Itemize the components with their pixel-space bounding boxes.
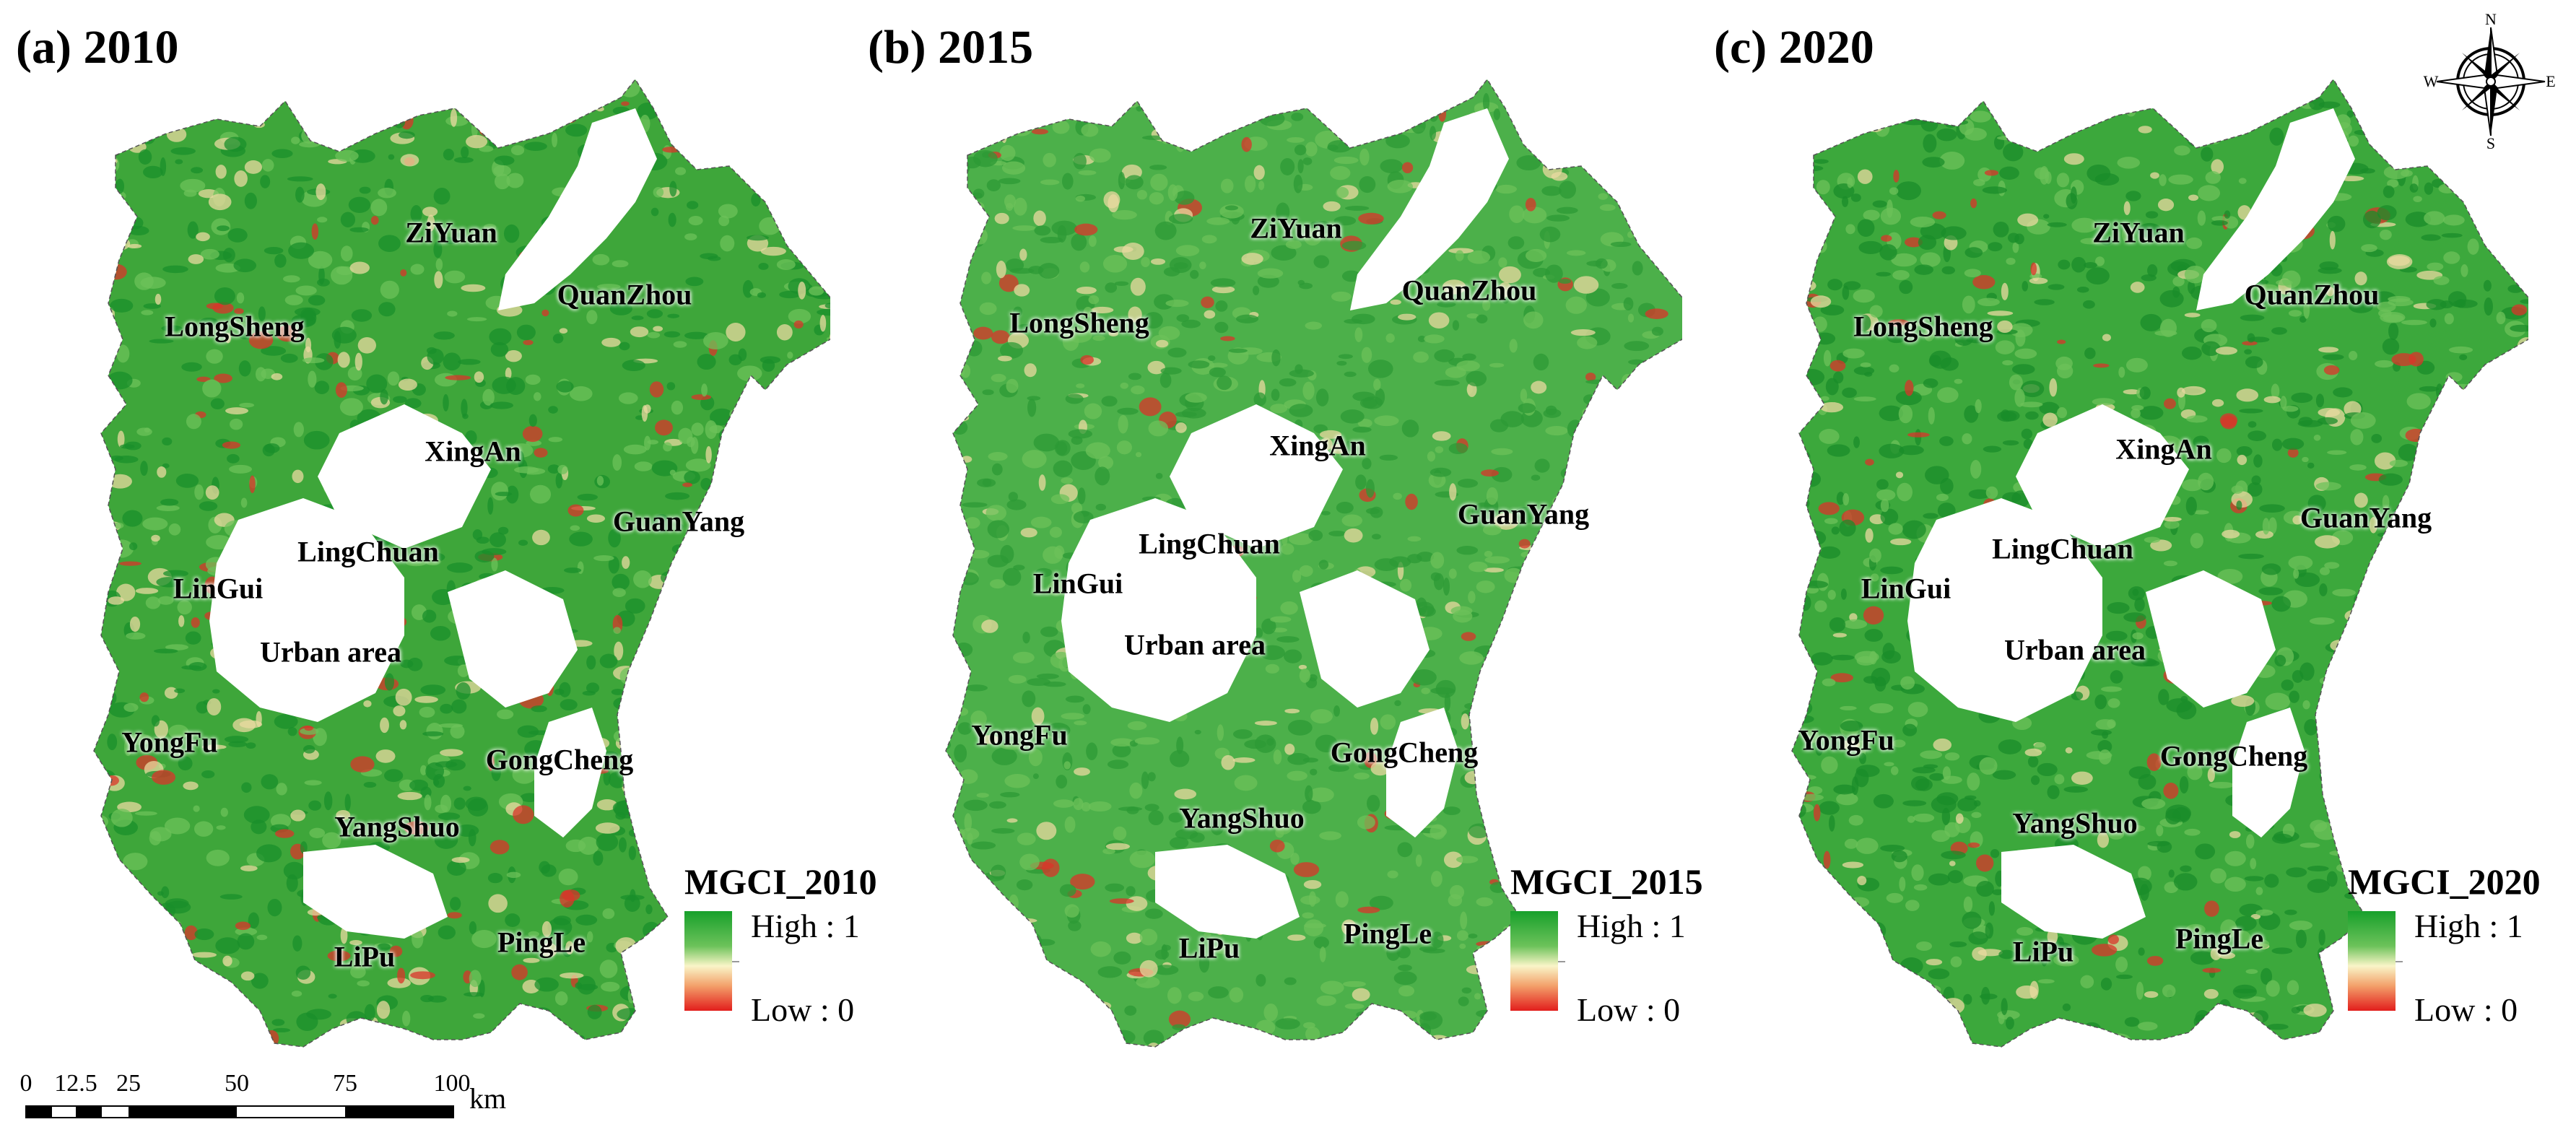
label-longsheng: LongSheng (1009, 306, 1149, 339)
label-lipu: LiPu (334, 940, 396, 973)
mgci-map-2015 (945, 78, 1682, 1048)
panel-title: (a) 2010 (16, 21, 179, 74)
scale-bar-segments (25, 1105, 454, 1118)
compass-n: N (2485, 13, 2497, 28)
scale-unit: km (469, 1082, 507, 1115)
label-ziyuan: ZiYuan (405, 216, 497, 249)
label-quanzhou: QuanZhou (1401, 274, 1537, 307)
label-guanyang: GuanYang (612, 505, 745, 538)
label-pingle: PingLe (1343, 917, 1432, 950)
label-urban-area: Urban area (260, 635, 401, 669)
mgci-map-2020 (1791, 78, 2528, 1048)
label-lingchuan: LingChuan (1992, 532, 2133, 565)
panel-2010: (a) 2010 ZiYuan QuanZhou LongSheng XingA… (0, 0, 877, 1140)
label-xingan: XingAn (1269, 429, 1366, 462)
label-gongcheng: GongCheng (1330, 736, 1479, 769)
label-yongfu: YongFu (121, 726, 218, 759)
scale-label: 0 (19, 1070, 32, 1097)
label-yangshuo: YangShuo (2012, 806, 2138, 840)
label-yongfu: YongFu (971, 718, 1068, 752)
legend-low-label: Low : 0 (1577, 991, 1681, 1028)
label-guanyang: GuanYang (1457, 497, 1590, 531)
label-gongcheng: GongCheng (485, 743, 634, 776)
label-gongcheng: GongCheng (2159, 739, 2308, 773)
scale-label: 12.5 (54, 1070, 97, 1097)
label-longsheng: LongSheng (165, 310, 305, 343)
label-xingan: XingAn (2115, 432, 2212, 466)
label-lingui: LinGui (1861, 572, 1951, 605)
label-urban-area: Urban area (1124, 628, 1266, 661)
mgci-map-2010 (93, 78, 830, 1048)
legend-tick (2396, 961, 2403, 962)
label-xingan: XingAn (425, 435, 521, 468)
label-yangshuo: YangShuo (334, 810, 460, 843)
panel-2015: (b) 2015 ZiYuan QuanZhou LongSheng XingA… (852, 0, 1703, 1140)
scale-label: 75 (333, 1070, 357, 1097)
label-lipu: LiPu (1178, 931, 1240, 965)
legend-tick (1558, 961, 1565, 962)
legend-high-label: High : 1 (2414, 908, 2523, 944)
panel-2020: (c) 2020 ZiYuan QuanZhou LongSheng XingA… (1698, 0, 2541, 1140)
legend-tick (732, 961, 739, 962)
label-lingui: LinGui (1032, 567, 1123, 600)
label-yangshuo: YangShuo (1179, 801, 1305, 835)
scale-label: 100 (433, 1070, 471, 1097)
legend-low-label: Low : 0 (2414, 991, 2518, 1028)
scale-label: 50 (225, 1070, 249, 1097)
label-ziyuan: ZiYuan (1250, 212, 1342, 245)
legend-low-label: Low : 0 (751, 991, 855, 1028)
compass-w: W (2424, 72, 2439, 90)
label-urban-area: Urban area (2004, 633, 2146, 666)
label-longsheng: LongSheng (1853, 310, 1993, 343)
label-guanyang: GuanYang (2299, 501, 2432, 534)
label-lingui: LinGui (173, 572, 264, 605)
label-pingle: PingLe (497, 926, 586, 959)
compass-e: E (2546, 72, 2555, 90)
legend-high-label: High : 1 (1577, 908, 1686, 944)
label-lingchuan: LingChuan (1139, 527, 1280, 560)
legend-title: MGCI_2020 (2348, 861, 2541, 902)
scale-label: 25 (116, 1070, 141, 1097)
legend-title: MGCI_2015 (1510, 861, 1703, 902)
panel-title: (b) 2015 (868, 21, 1034, 74)
label-ziyuan: ZiYuan (2092, 216, 2185, 249)
label-lingchuan: LingChuan (297, 535, 439, 568)
label-lipu: LiPu (2012, 935, 2074, 968)
legend-high-label: High : 1 (751, 908, 860, 944)
north-arrow-compass-icon: N S E W (2424, 13, 2556, 150)
label-yongfu: YongFu (1798, 723, 1894, 757)
legend-color-ramp (684, 911, 732, 1011)
label-quanzhou: QuanZhou (557, 278, 692, 311)
compass-s: S (2486, 134, 2495, 150)
legend-title: MGCI_2010 (684, 861, 877, 902)
legend-color-ramp (2348, 911, 2396, 1011)
label-quanzhou: QuanZhou (2244, 278, 2380, 311)
legend-color-ramp (1510, 911, 1558, 1011)
panel-title: (c) 2020 (1714, 21, 1874, 74)
label-pingle: PingLe (2175, 922, 2264, 955)
